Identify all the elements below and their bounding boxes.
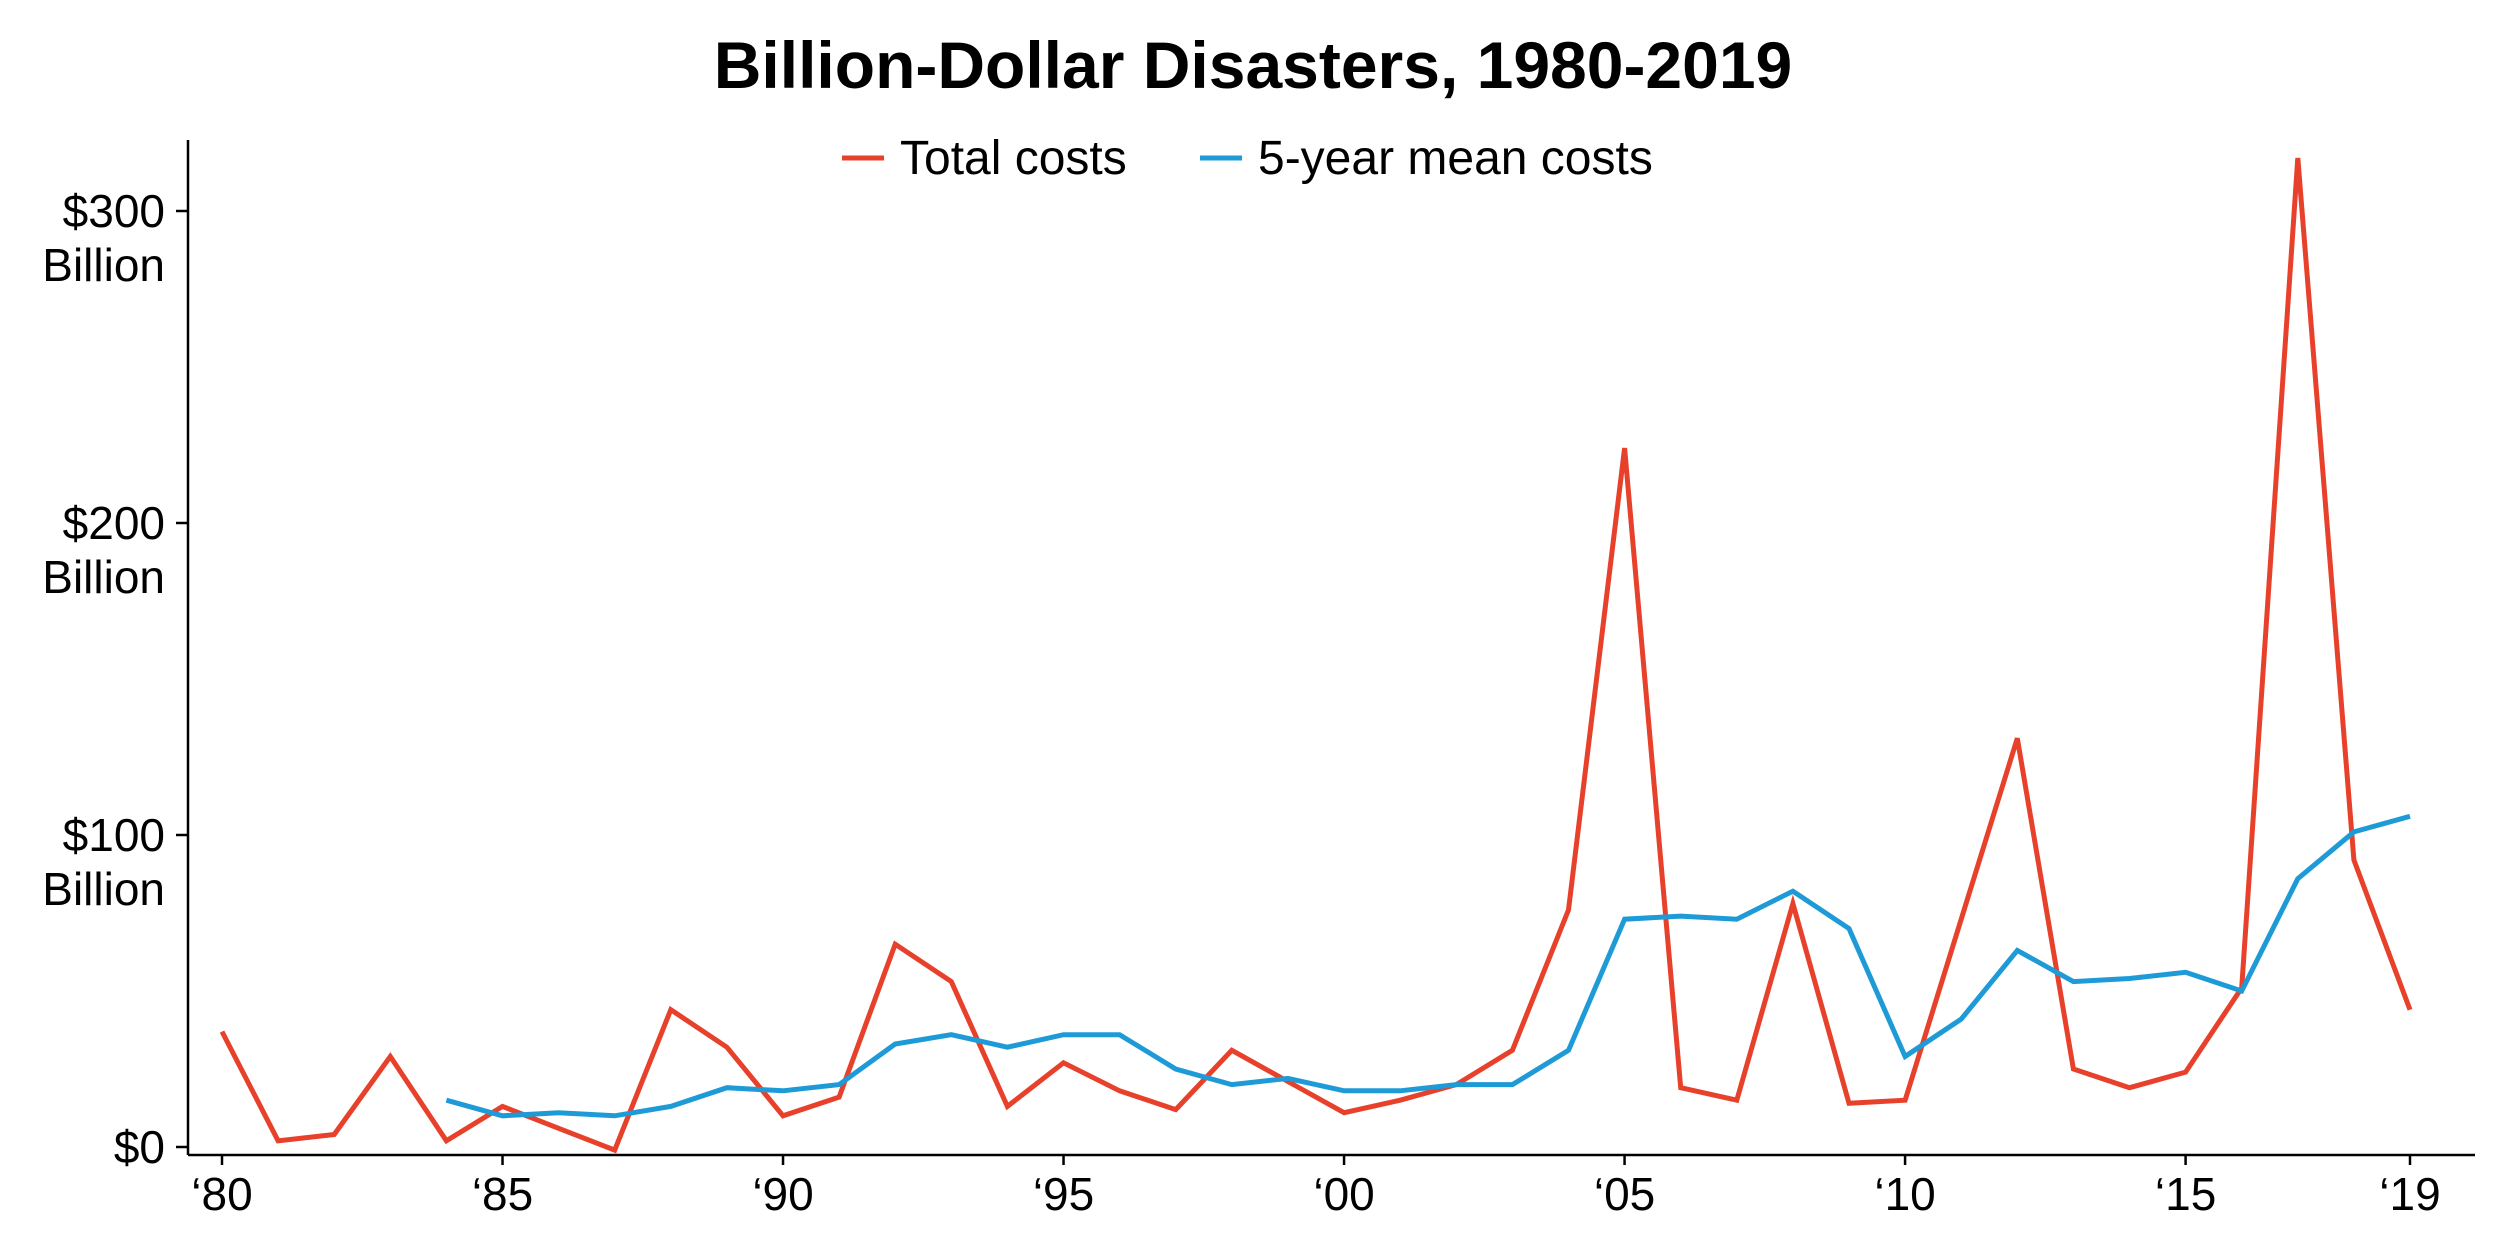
- y-tick-label: Billion: [42, 863, 165, 915]
- x-tick-label: ‘85: [472, 1168, 533, 1220]
- x-tick-label: ‘10: [1874, 1168, 1935, 1220]
- y-tick-label: $0: [114, 1121, 165, 1173]
- x-axis-ticks: ‘80 ‘85 ‘90 ‘95 ‘00 ‘05 ‘10 ‘15 ‘19: [191, 1155, 2441, 1220]
- y-tick-label: $100: [63, 809, 165, 861]
- legend-label-5-year-mean-costs: 5-year mean costs: [1258, 132, 1653, 185]
- x-tick-label: ‘05: [1594, 1168, 1655, 1220]
- series-line-5-year-mean-costs: [445, 813, 2411, 1119]
- y-tick-label: Billion: [42, 239, 165, 291]
- chart-title: Billion-Dollar Disasters, 1980-2019: [714, 28, 1793, 102]
- x-tick-label: ‘00: [1313, 1168, 1374, 1220]
- x-tick-label: ‘15: [2155, 1168, 2216, 1220]
- x-tick-label: ‘95: [1033, 1168, 1094, 1220]
- x-tick-label: ‘90: [752, 1168, 813, 1220]
- series-line-total-costs: [219, 157, 2413, 1154]
- legend-label-total-costs: Total costs: [900, 132, 1127, 185]
- y-tick-label: $300: [63, 185, 165, 237]
- y-tick-label: Billion: [42, 551, 165, 603]
- x-tick-label: ‘80: [191, 1168, 252, 1220]
- y-tick-label: $200: [63, 497, 165, 549]
- x-tick-label: ‘19: [2379, 1168, 2440, 1220]
- legend: Total costs 5-year mean costs: [842, 132, 1653, 185]
- series-layer: [219, 157, 2413, 1154]
